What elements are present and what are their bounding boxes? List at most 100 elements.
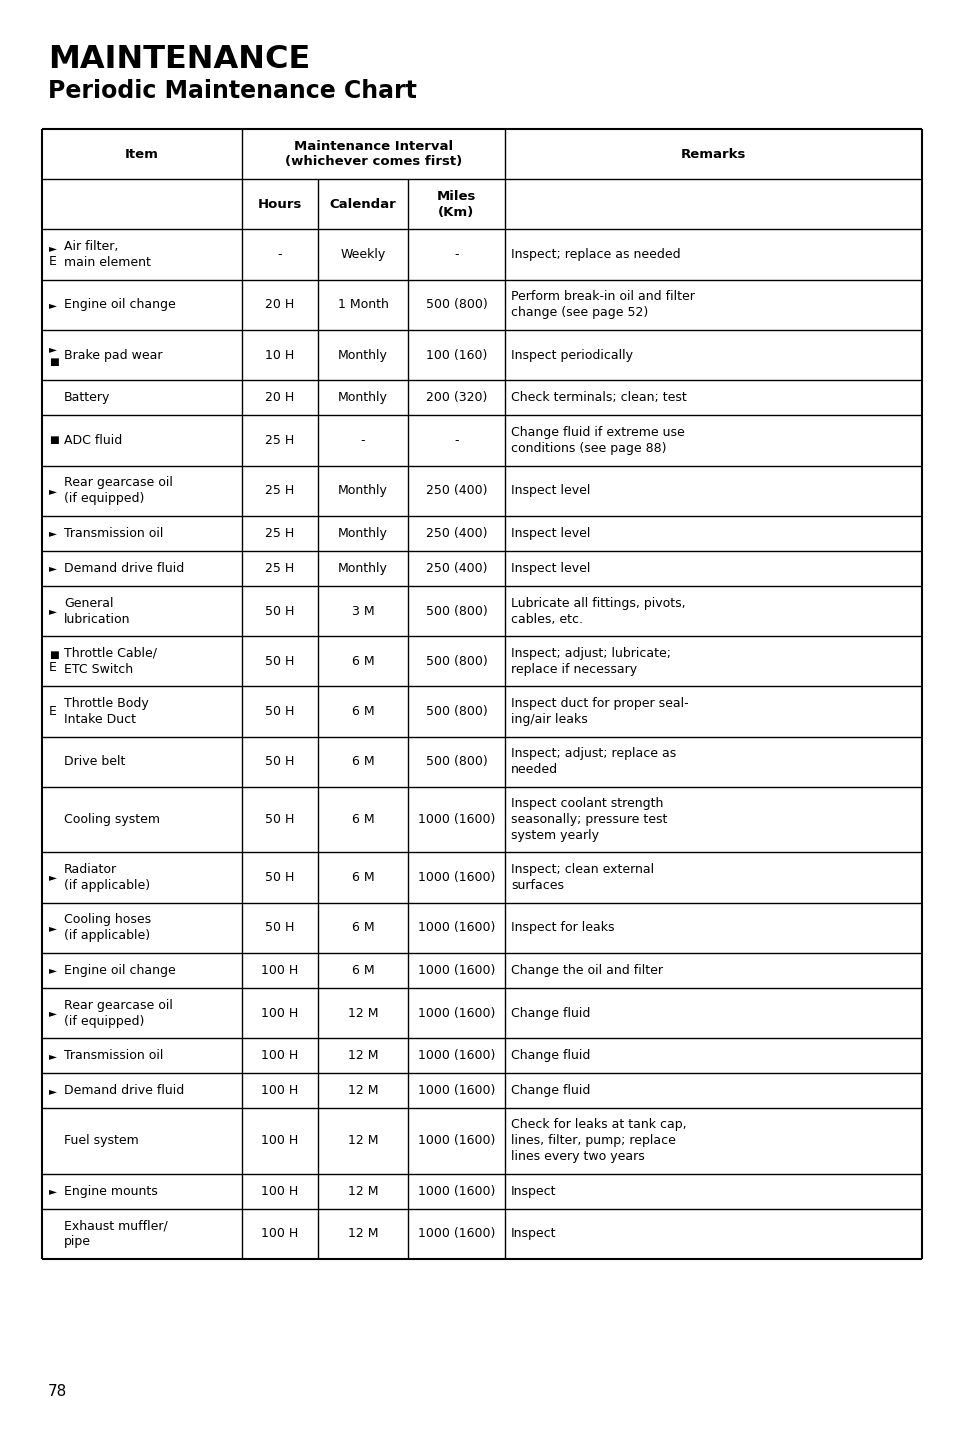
Text: Inspect: Inspect xyxy=(511,1227,556,1240)
Text: Inspect duct for proper seal-
ing/air leaks: Inspect duct for proper seal- ing/air le… xyxy=(511,696,688,726)
Text: Change fluid if extreme use
conditions (see page 88): Change fluid if extreme use conditions (… xyxy=(511,426,684,455)
Text: 6 M: 6 M xyxy=(352,922,374,935)
Text: 250 (400): 250 (400) xyxy=(425,484,487,497)
Text: -: - xyxy=(277,249,282,262)
Text: Transmission oil: Transmission oil xyxy=(64,1050,163,1063)
Text: Inspect; clean external
surfaces: Inspect; clean external surfaces xyxy=(511,864,654,891)
Text: Transmission oil: Transmission oil xyxy=(64,526,163,539)
Text: 1 Month: 1 Month xyxy=(337,298,388,311)
Text: 50 H: 50 H xyxy=(265,813,294,826)
Text: ►: ► xyxy=(49,606,57,616)
Text: Inspect; adjust; replace as
needed: Inspect; adjust; replace as needed xyxy=(511,747,676,776)
Text: Inspect for leaks: Inspect for leaks xyxy=(511,922,614,935)
Text: 100 H: 100 H xyxy=(261,1185,298,1198)
Text: MAINTENANCE: MAINTENANCE xyxy=(48,44,310,76)
Text: Demand drive fluid: Demand drive fluid xyxy=(64,561,184,574)
Text: Check for leaks at tank cap,
lines, filter, pump; replace
lines every two years: Check for leaks at tank cap, lines, filt… xyxy=(511,1118,686,1163)
Text: Change the oil and filter: Change the oil and filter xyxy=(511,964,662,977)
Text: Monthly: Monthly xyxy=(337,484,388,497)
Text: 50 H: 50 H xyxy=(265,605,294,618)
Text: E: E xyxy=(49,662,57,675)
Text: ►: ► xyxy=(49,1008,57,1018)
Text: 500 (800): 500 (800) xyxy=(425,705,487,718)
Text: Inspect periodically: Inspect periodically xyxy=(511,349,633,362)
Text: Change fluid: Change fluid xyxy=(511,1085,590,1098)
Text: 100 H: 100 H xyxy=(261,1085,298,1098)
Text: Rear gearcase oil
(if equipped): Rear gearcase oil (if equipped) xyxy=(64,475,172,505)
Text: 250 (400): 250 (400) xyxy=(425,561,487,574)
Text: 1000 (1600): 1000 (1600) xyxy=(417,1185,495,1198)
Text: 25 H: 25 H xyxy=(265,561,294,574)
Text: 1000 (1600): 1000 (1600) xyxy=(417,1085,495,1098)
Text: 50 H: 50 H xyxy=(265,871,294,884)
Text: -: - xyxy=(360,433,365,446)
Text: Inspect coolant strength
seasonally; pressure test
system yearly: Inspect coolant strength seasonally; pre… xyxy=(511,797,667,842)
Text: E: E xyxy=(49,254,57,268)
Text: 100 H: 100 H xyxy=(261,964,298,977)
Text: Change fluid: Change fluid xyxy=(511,1050,590,1063)
Text: 500 (800): 500 (800) xyxy=(425,654,487,667)
Text: 50 H: 50 H xyxy=(265,654,294,667)
Text: ►: ► xyxy=(49,1086,57,1096)
Text: 20 H: 20 H xyxy=(265,391,294,404)
Text: 6 M: 6 M xyxy=(352,964,374,977)
Text: Periodic Maintenance Chart: Periodic Maintenance Chart xyxy=(48,79,416,103)
Text: 6 M: 6 M xyxy=(352,813,374,826)
Text: ►: ► xyxy=(49,965,57,976)
Text: Engine mounts: Engine mounts xyxy=(64,1185,157,1198)
Text: 1000 (1600): 1000 (1600) xyxy=(417,871,495,884)
Text: -: - xyxy=(454,433,458,446)
Text: ■: ■ xyxy=(49,650,59,660)
Text: Engine oil change: Engine oil change xyxy=(64,964,175,977)
Text: Engine oil change: Engine oil change xyxy=(64,298,175,311)
Text: ►: ► xyxy=(49,872,57,883)
Text: 10 H: 10 H xyxy=(265,349,294,362)
Text: 12 M: 12 M xyxy=(348,1085,377,1098)
Text: Remarks: Remarks xyxy=(680,148,745,160)
Text: 1000 (1600): 1000 (1600) xyxy=(417,964,495,977)
Text: 6 M: 6 M xyxy=(352,755,374,768)
Text: 1000 (1600): 1000 (1600) xyxy=(417,1050,495,1063)
Text: Check terminals; clean; test: Check terminals; clean; test xyxy=(511,391,686,404)
Text: ►: ► xyxy=(49,563,57,573)
Text: Drive belt: Drive belt xyxy=(64,755,125,768)
Text: Inspect; adjust; lubricate;
replace if necessary: Inspect; adjust; lubricate; replace if n… xyxy=(511,647,670,676)
Text: 1000 (1600): 1000 (1600) xyxy=(417,1006,495,1019)
Text: ►: ► xyxy=(49,486,57,496)
Text: 12 M: 12 M xyxy=(348,1050,377,1063)
Text: Monthly: Monthly xyxy=(337,391,388,404)
Text: 500 (800): 500 (800) xyxy=(425,298,487,311)
Text: Inspect: Inspect xyxy=(511,1185,556,1198)
Text: Inspect level: Inspect level xyxy=(511,561,590,574)
Text: Cooling hoses
(if applicable): Cooling hoses (if applicable) xyxy=(64,913,151,942)
Text: 25 H: 25 H xyxy=(265,484,294,497)
Text: Rear gearcase oil
(if equipped): Rear gearcase oil (if equipped) xyxy=(64,999,172,1028)
Text: Monthly: Monthly xyxy=(337,526,388,539)
Text: Air filter,
main element: Air filter, main element xyxy=(64,240,151,269)
Text: 12 M: 12 M xyxy=(348,1134,377,1147)
Text: Inspect; replace as needed: Inspect; replace as needed xyxy=(511,249,679,262)
Text: Inspect level: Inspect level xyxy=(511,526,590,539)
Text: 250 (400): 250 (400) xyxy=(425,526,487,539)
Text: 200 (320): 200 (320) xyxy=(425,391,487,404)
Text: 50 H: 50 H xyxy=(265,705,294,718)
Text: 12 M: 12 M xyxy=(348,1006,377,1019)
Text: E: E xyxy=(49,705,57,718)
Text: 100 H: 100 H xyxy=(261,1050,298,1063)
Text: Monthly: Monthly xyxy=(337,561,388,574)
Text: 100 H: 100 H xyxy=(261,1006,298,1019)
Text: -: - xyxy=(454,249,458,262)
Text: 78: 78 xyxy=(48,1384,67,1399)
Text: ►: ► xyxy=(49,243,57,253)
Text: Lubricate all fittings, pivots,
cables, etc.: Lubricate all fittings, pivots, cables, … xyxy=(511,596,685,625)
Text: 25 H: 25 H xyxy=(265,433,294,446)
Text: Maintenance Interval
(whichever comes first): Maintenance Interval (whichever comes fi… xyxy=(285,140,461,169)
Text: Throttle Cable/
ETC Switch: Throttle Cable/ ETC Switch xyxy=(64,647,157,676)
Text: 6 M: 6 M xyxy=(352,871,374,884)
Text: ■: ■ xyxy=(49,356,59,366)
Text: Item: Item xyxy=(125,148,159,160)
Text: ►: ► xyxy=(49,1051,57,1060)
Text: 6 M: 6 M xyxy=(352,705,374,718)
Text: 25 H: 25 H xyxy=(265,526,294,539)
Text: Weekly: Weekly xyxy=(340,249,385,262)
